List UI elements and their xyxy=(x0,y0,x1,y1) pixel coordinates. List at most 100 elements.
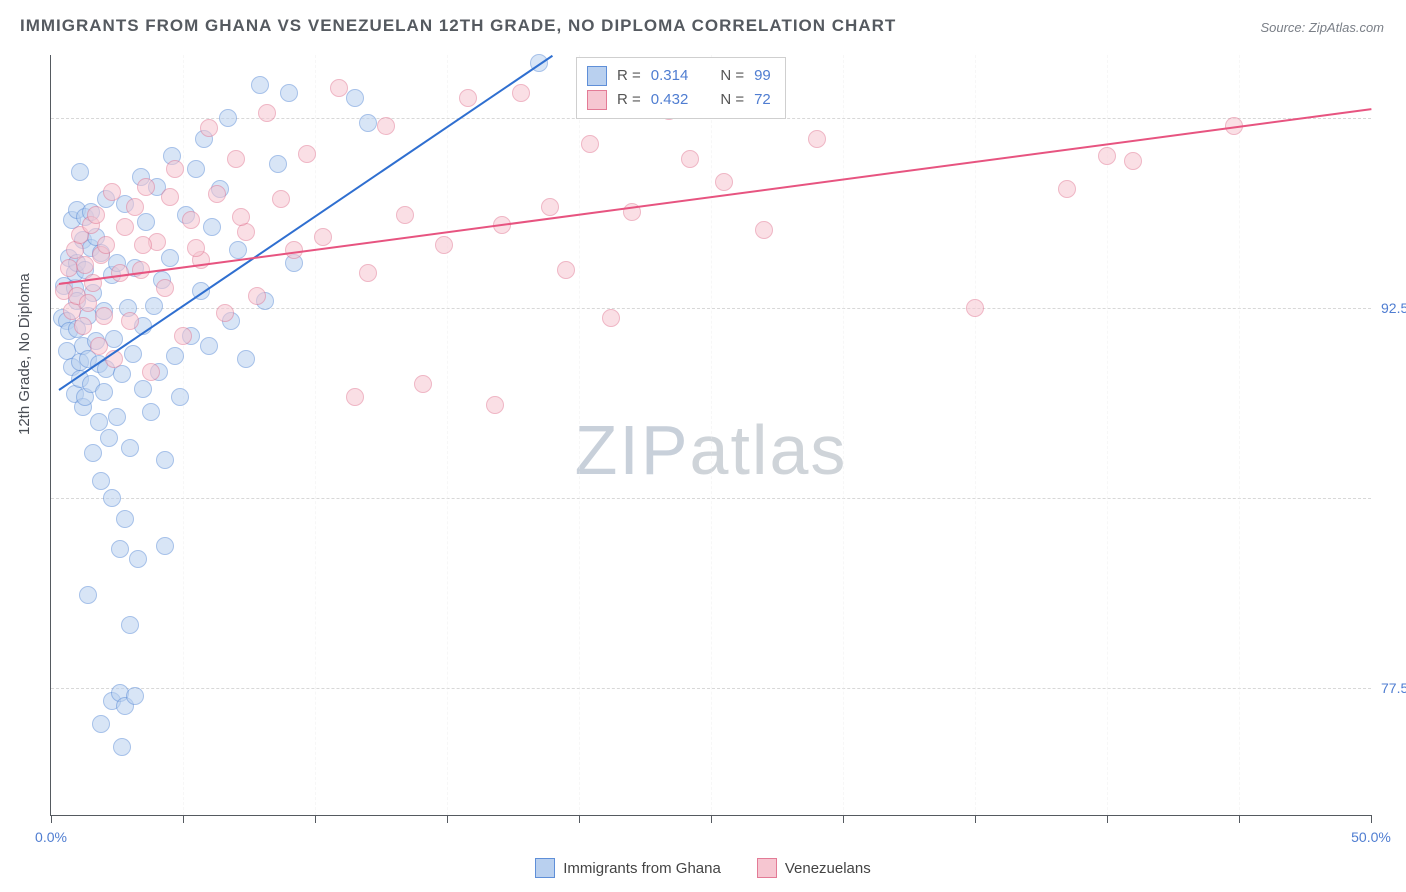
scatter-point xyxy=(84,444,102,462)
scatter-point xyxy=(314,228,332,246)
gridline-v xyxy=(1107,55,1108,815)
scatter-point xyxy=(216,304,234,322)
x-tick xyxy=(315,815,316,823)
r-value: 0.314 xyxy=(651,64,689,88)
y-tick-label: 92.5% xyxy=(1381,300,1406,316)
scatter-point xyxy=(280,84,298,102)
x-tick-label: 0.0% xyxy=(35,829,67,845)
r-label: R = xyxy=(617,88,641,112)
scatter-point xyxy=(258,104,276,122)
scatter-point xyxy=(1058,180,1076,198)
scatter-point xyxy=(755,221,773,239)
source-label: Source: ZipAtlas.com xyxy=(1260,20,1384,35)
trend-line xyxy=(59,108,1371,285)
series-legend: Immigrants from Ghana Venezuelans xyxy=(0,858,1406,882)
scatter-point xyxy=(359,264,377,282)
scatter-point xyxy=(808,130,826,148)
x-tick xyxy=(1107,815,1108,823)
scatter-point xyxy=(71,163,89,181)
scatter-point xyxy=(126,198,144,216)
scatter-point xyxy=(76,256,94,274)
scatter-point xyxy=(108,408,126,426)
scatter-point xyxy=(187,239,205,257)
x-tick xyxy=(1239,815,1240,823)
chart-title: IMMIGRANTS FROM GHANA VS VENEZUELAN 12TH… xyxy=(20,16,896,36)
legend-item: Immigrants from Ghana xyxy=(535,858,721,878)
scatter-point xyxy=(79,586,97,604)
scatter-point xyxy=(227,150,245,168)
scatter-point xyxy=(161,188,179,206)
scatter-point xyxy=(121,616,139,634)
x-tick xyxy=(579,815,580,823)
scatter-point xyxy=(134,380,152,398)
scatter-point xyxy=(74,317,92,335)
scatter-point xyxy=(1098,147,1116,165)
scatter-point xyxy=(346,89,364,107)
scatter-point xyxy=(111,264,129,282)
scatter-point xyxy=(272,190,290,208)
legend-label: Venezuelans xyxy=(785,860,871,877)
stats-legend-row: R =0.314N =99 xyxy=(587,64,771,88)
scatter-point xyxy=(156,537,174,555)
scatter-point xyxy=(1124,152,1142,170)
scatter-point xyxy=(346,388,364,406)
scatter-point xyxy=(251,76,269,94)
legend-swatch xyxy=(587,66,607,86)
scatter-point xyxy=(92,472,110,490)
scatter-point xyxy=(142,403,160,421)
gridline-v xyxy=(579,55,580,815)
scatter-point xyxy=(95,307,113,325)
scatter-point xyxy=(95,383,113,401)
scatter-point xyxy=(237,350,255,368)
gridline-v xyxy=(843,55,844,815)
scatter-point xyxy=(541,198,559,216)
scatter-point xyxy=(200,337,218,355)
scatter-point xyxy=(166,160,184,178)
n-label: N = xyxy=(720,64,744,88)
legend-swatch xyxy=(535,858,555,878)
gridline-v xyxy=(975,55,976,815)
scatter-point xyxy=(145,297,163,315)
scatter-point xyxy=(79,294,97,312)
scatter-point xyxy=(90,337,108,355)
x-tick xyxy=(843,815,844,823)
scatter-point xyxy=(581,135,599,153)
scatter-point xyxy=(105,330,123,348)
scatter-point xyxy=(174,327,192,345)
scatter-point xyxy=(681,150,699,168)
scatter-point xyxy=(208,185,226,203)
scatter-point xyxy=(121,439,139,457)
scatter-point xyxy=(232,208,250,226)
scatter-point xyxy=(137,178,155,196)
y-tick-label: 77.5% xyxy=(1381,680,1406,696)
scatter-point xyxy=(298,145,316,163)
scatter-point xyxy=(187,160,205,178)
scatter-point xyxy=(715,173,733,191)
scatter-point xyxy=(142,363,160,381)
x-tick xyxy=(51,815,52,823)
scatter-point xyxy=(435,236,453,254)
scatter-point xyxy=(161,249,179,267)
scatter-point xyxy=(113,738,131,756)
scatter-point xyxy=(100,429,118,447)
scatter-point xyxy=(269,155,287,173)
scatter-point xyxy=(116,510,134,528)
r-value: 0.432 xyxy=(651,88,689,112)
scatter-point xyxy=(124,345,142,363)
scatter-point xyxy=(459,89,477,107)
stats-legend-row: R =0.432N =72 xyxy=(587,88,771,112)
scatter-point xyxy=(92,715,110,733)
y-axis-label: 12th Grade, No Diploma xyxy=(16,273,33,435)
legend-item: Venezuelans xyxy=(757,858,871,878)
scatter-point xyxy=(171,388,189,406)
legend-label: Immigrants from Ghana xyxy=(563,860,721,877)
gridline-v xyxy=(315,55,316,815)
scatter-point xyxy=(966,299,984,317)
scatter-point xyxy=(116,218,134,236)
scatter-point xyxy=(166,347,184,365)
gridline-v xyxy=(447,55,448,815)
gridline-v xyxy=(1239,55,1240,815)
scatter-point xyxy=(97,236,115,254)
scatter-point xyxy=(111,540,129,558)
scatter-point xyxy=(126,687,144,705)
